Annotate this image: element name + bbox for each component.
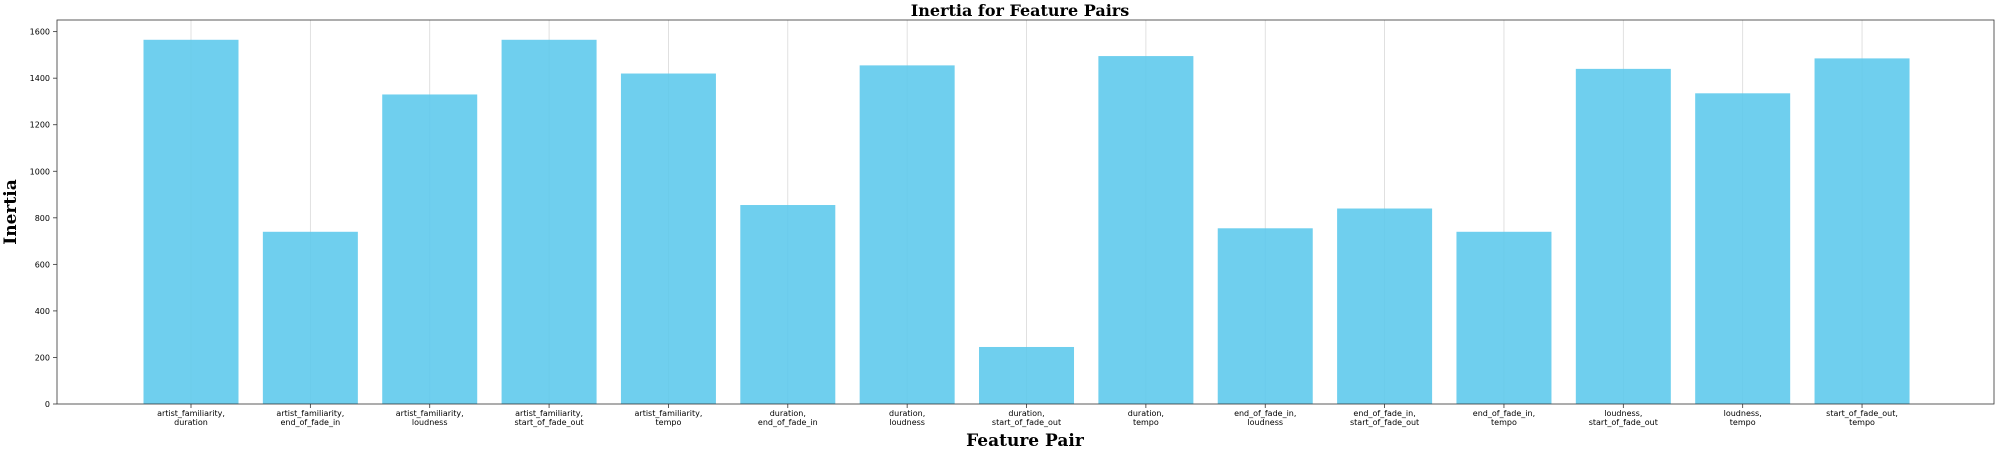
x-tick-label: loudness, start_of_fade_out bbox=[1589, 409, 1658, 427]
bar bbox=[1217, 228, 1313, 404]
bar bbox=[979, 346, 1075, 404]
bar bbox=[1575, 68, 1671, 404]
y-tick-label: 400 bbox=[35, 307, 50, 316]
y-tick-label: 0 bbox=[45, 400, 50, 409]
bar bbox=[382, 94, 478, 405]
x-tick-label: start_of_fade_out, tempo bbox=[1826, 409, 1898, 427]
y-tick-label: 200 bbox=[35, 353, 50, 362]
y-tick-label: 1400 bbox=[30, 74, 50, 83]
bar bbox=[1695, 93, 1791, 405]
bar bbox=[740, 205, 836, 404]
x-tick-label: duration, tempo bbox=[1128, 409, 1164, 427]
bar bbox=[620, 73, 716, 404]
x-tick-label: end_of_fade_in, start_of_fade_out bbox=[1350, 409, 1419, 427]
y-tick-label: 800 bbox=[35, 214, 50, 223]
bar bbox=[143, 39, 239, 404]
y-tick-label: 1200 bbox=[30, 121, 50, 130]
bars bbox=[143, 39, 1910, 405]
bar bbox=[262, 231, 358, 404]
bar bbox=[501, 39, 597, 404]
x-tick-label: artist_familiarity, end_of_fade_in bbox=[276, 409, 344, 427]
chart-title: Inertia for Feature Pairs bbox=[911, 1, 1129, 20]
y-tick-label: 1600 bbox=[30, 28, 50, 37]
x-tick-label: duration, loudness bbox=[889, 409, 925, 427]
bar bbox=[1456, 231, 1552, 404]
x-tick-label: artist_familiarity, duration bbox=[157, 409, 225, 427]
x-tick-label: loudness, tempo bbox=[1724, 409, 1762, 427]
y-axis-label: Inertia bbox=[1, 179, 21, 244]
x-axis-ticks: artist_familiarity, duration artist_famili… bbox=[157, 404, 1898, 427]
plot-frame bbox=[56, 19, 1995, 405]
x-tick-label: duration, end_of_fade_in bbox=[758, 409, 818, 427]
bar bbox=[859, 65, 955, 404]
y-tick-label: 1000 bbox=[30, 167, 50, 176]
y-axis-ticks: 0 200 400 600 800 1000 1200 1400 1600 bbox=[30, 28, 57, 409]
x-tick-label: duration, start_of_fade_out bbox=[992, 409, 1061, 427]
y-tick-label: 600 bbox=[35, 260, 50, 269]
bar bbox=[1098, 56, 1194, 405]
x-tick-label: artist_familiarity, tempo bbox=[635, 409, 703, 427]
x-tick-label: artist_familiarity, start_of_fade_out bbox=[514, 409, 583, 427]
x-axis-label: Feature Pair bbox=[966, 431, 1085, 451]
x-tick-label: end_of_fade_in, loudness bbox=[1234, 409, 1296, 427]
bar bbox=[1337, 208, 1433, 404]
bar bbox=[1814, 58, 1910, 405]
x-tick-label: artist_familiarity, loudness bbox=[396, 409, 464, 427]
x-tick-label: end_of_fade_in, tempo bbox=[1473, 409, 1535, 427]
